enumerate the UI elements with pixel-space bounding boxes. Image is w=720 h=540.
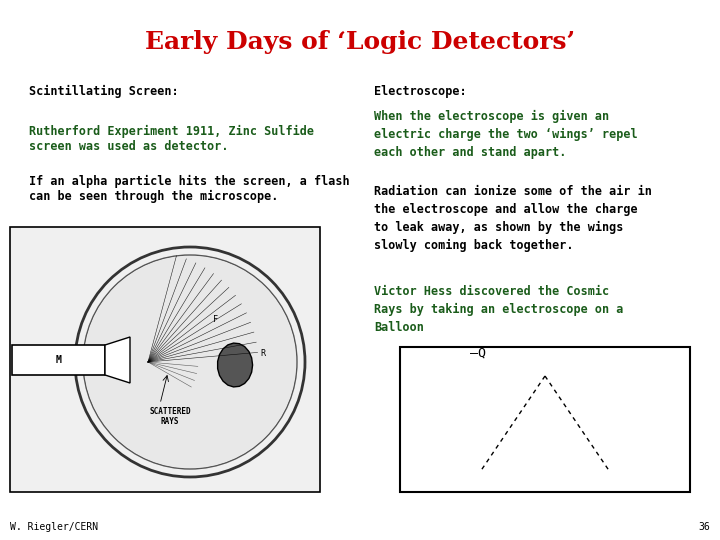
Text: —Q: —Q [470, 347, 486, 360]
Text: M: M [55, 355, 61, 365]
Text: When the electroscope is given an
electric charge the two ‘wings’ repel
each oth: When the electroscope is given an electr… [374, 110, 638, 159]
Bar [10, 227, 320, 492]
Text: Rutherford Experiment 1911, Zinc Sulfide
screen was used as detector.: Rutherford Experiment 1911, Zinc Sulfide… [29, 125, 314, 153]
Bar [12, 345, 105, 375]
Text: Radiation can ionize some of the air in
the electroscope and allow the charge
to: Radiation can ionize some of the air in … [374, 185, 652, 252]
Text: F: F [212, 315, 217, 325]
Text: R: R [261, 348, 266, 357]
Text: Scintillating Screen:: Scintillating Screen: [29, 85, 179, 98]
Text: 36: 36 [698, 522, 710, 532]
Text: SCATTERED
RAYS: SCATTERED RAYS [149, 407, 191, 427]
Text: W. Riegler/CERN: W. Riegler/CERN [10, 522, 98, 532]
Text: Early Days of ‘Logic Detectors’: Early Days of ‘Logic Detectors’ [145, 30, 575, 54]
Polygon shape [105, 337, 130, 383]
Circle shape [84, 256, 296, 468]
Text: If an alpha particle hits the screen, a flash
can be seen through the microscope: If an alpha particle hits the screen, a … [29, 175, 349, 203]
Text: Electroscope:: Electroscope: [374, 85, 467, 98]
Text: Victor Hess discovered the Cosmic
Rays by taking an electroscope on a
Balloon: Victor Hess discovered the Cosmic Rays b… [374, 285, 624, 334]
Bar [400, 347, 690, 492]
Polygon shape [217, 343, 253, 387]
